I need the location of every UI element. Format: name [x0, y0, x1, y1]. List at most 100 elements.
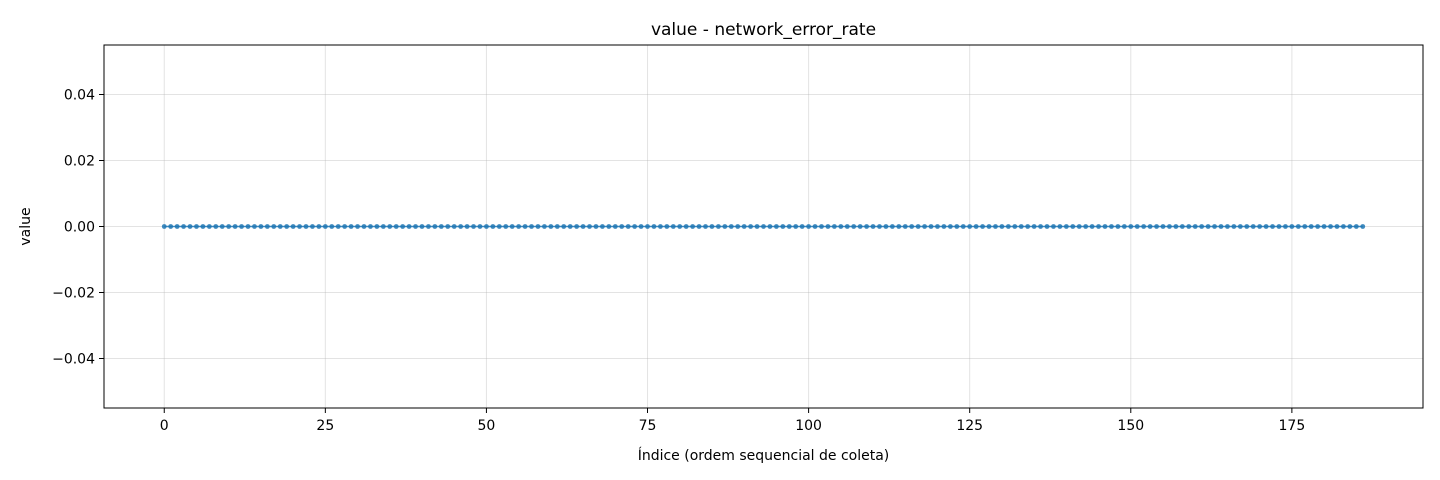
data-point: [1038, 224, 1043, 229]
data-point: [1102, 224, 1108, 229]
data-point: [793, 224, 799, 229]
data-point: [748, 224, 754, 229]
data-point: [851, 224, 857, 229]
data-point: [1063, 224, 1069, 229]
data-point: [219, 224, 225, 229]
data-point: [1025, 224, 1031, 229]
data-point: [922, 224, 927, 229]
data-point: [1018, 224, 1024, 229]
data-point: [1109, 224, 1114, 229]
x-tick-label: 75: [639, 418, 657, 434]
data-point: [883, 224, 889, 229]
data-point: [709, 224, 715, 229]
data-point: [825, 224, 831, 229]
data-point: [728, 224, 734, 229]
data-point: [1057, 224, 1063, 229]
data-point: [915, 224, 921, 229]
data-point: [1334, 224, 1340, 229]
data-point: [935, 224, 940, 229]
data-point: [960, 224, 966, 229]
data-point: [954, 224, 960, 229]
x-tick-label: 25: [316, 418, 334, 434]
x-tick-label: 125: [956, 418, 983, 434]
data-point: [1276, 224, 1282, 229]
data-point: [986, 224, 992, 229]
data-point: [1199, 224, 1205, 229]
data-point: [335, 224, 341, 229]
data-point: [277, 224, 283, 229]
data-point: [703, 224, 708, 229]
data-point: [342, 224, 348, 229]
data-point: [1076, 224, 1082, 229]
data-point: [1360, 224, 1366, 229]
data-point: [355, 224, 360, 229]
data-point: [1096, 224, 1101, 229]
data-point: [393, 224, 399, 229]
data-point: [426, 224, 431, 229]
data-point: [1328, 224, 1333, 229]
data-point: [1083, 224, 1089, 229]
data-point: [1308, 224, 1314, 229]
data-point: [1121, 224, 1127, 229]
data-point: [928, 224, 934, 229]
data-point: [368, 224, 373, 229]
data-point: [812, 224, 818, 229]
data-point: [213, 224, 219, 229]
data-point: [612, 224, 618, 229]
data-point: [1070, 224, 1076, 229]
data-point: [322, 224, 328, 229]
data-point: [284, 224, 290, 229]
data-point: [593, 224, 599, 229]
data-point: [696, 224, 702, 229]
data-point: [522, 224, 528, 229]
data-point: [516, 224, 522, 229]
data-point: [664, 224, 670, 229]
data-point: [1257, 224, 1263, 229]
data-point: [387, 224, 393, 229]
data-point: [529, 224, 534, 229]
data-point: [1186, 224, 1192, 229]
y-tick-label: 0.02: [64, 154, 95, 170]
data-point: [451, 224, 457, 229]
data-point: [786, 224, 792, 229]
data-point: [1192, 224, 1198, 229]
data-point: [735, 224, 741, 229]
data-point: [484, 224, 489, 229]
data-point: [941, 224, 947, 229]
data-point: [1115, 224, 1121, 229]
data-point: [819, 224, 824, 229]
data-point: [174, 224, 180, 229]
data-point: [1167, 224, 1172, 229]
data-point: [574, 224, 580, 229]
data-point: [1012, 224, 1018, 229]
data-point: [374, 224, 380, 229]
data-point: [239, 224, 244, 229]
data-point: [896, 224, 902, 229]
data-point: [413, 224, 418, 229]
data-point: [1044, 224, 1050, 229]
data-point: [1295, 224, 1301, 229]
data-point: [1160, 224, 1166, 229]
data-point: [1154, 224, 1159, 229]
y-tick-label: 0.04: [64, 88, 95, 104]
data-point: [542, 224, 547, 229]
data-point: [1212, 224, 1217, 229]
data-point: [632, 224, 638, 229]
data-point: [690, 224, 696, 229]
data-point: [400, 224, 406, 229]
y-axis-label: value: [18, 207, 34, 245]
data-point: [406, 224, 412, 229]
data-point: [799, 224, 805, 229]
data-point: [1205, 224, 1211, 229]
data-point: [947, 224, 953, 229]
x-tick-label: 0: [160, 418, 169, 434]
data-point: [329, 224, 335, 229]
data-point: [161, 224, 167, 229]
data-point: [1347, 224, 1353, 229]
data-point: [561, 224, 567, 229]
data-point: [993, 224, 998, 229]
data-point: [464, 224, 470, 229]
data-point: [200, 224, 206, 229]
data-point: [1179, 224, 1185, 229]
